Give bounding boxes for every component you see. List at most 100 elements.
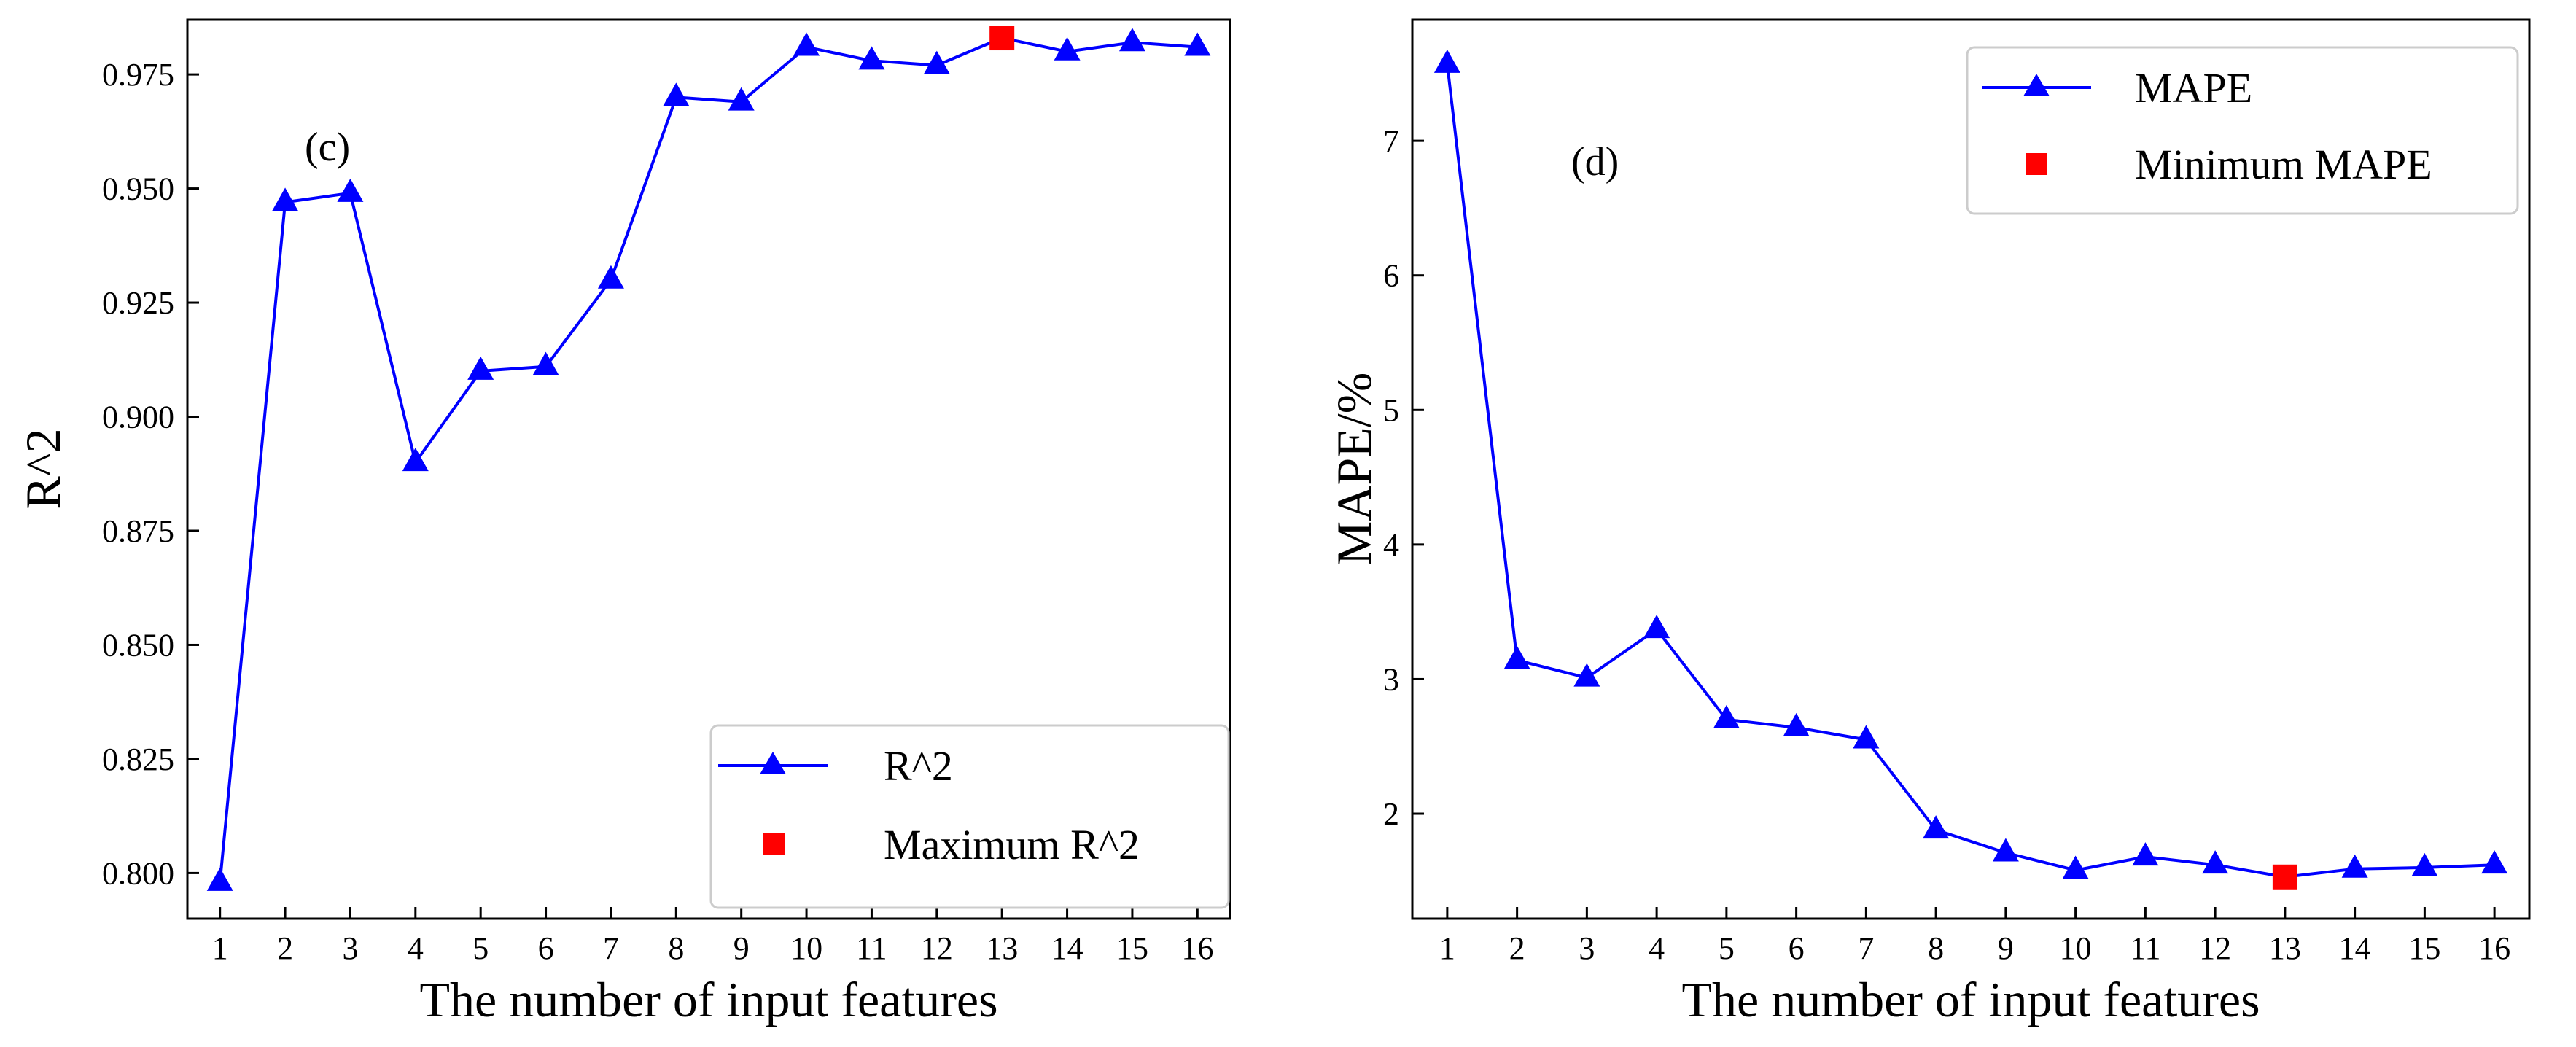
x-tick-label: 8 — [1928, 930, 1944, 966]
y-tick-label: 0.950 — [102, 171, 174, 207]
data-point-marker — [1923, 815, 1950, 839]
x-tick-label: 14 — [2339, 930, 2371, 966]
data-point-marker — [1783, 712, 1810, 736]
data-point-marker — [532, 351, 559, 375]
x-tick-label: 3 — [1579, 930, 1595, 966]
x-tick-label: 1 — [212, 930, 228, 966]
x-tick-label: 1 — [1439, 930, 1455, 966]
legend-square-icon — [763, 833, 785, 855]
data-point-marker — [858, 46, 885, 70]
x-tick-label: 12 — [2199, 930, 2231, 966]
y-axis-label: MAPE/% — [1326, 373, 1382, 565]
highlight-marker — [989, 26, 1015, 51]
legend-highlight-label: Minimum MAPE — [2135, 141, 2432, 188]
x-tick-label: 16 — [1181, 930, 1213, 966]
legend-series-label: MAPE — [2135, 64, 2252, 112]
legend-highlight-label: Maximum R^2 — [884, 821, 1140, 868]
legend-triangle-icon — [760, 752, 786, 774]
y-tick-label: 2 — [1383, 796, 1399, 832]
legend-box — [709, 724, 1230, 909]
legend-series-label: R^2 — [884, 742, 953, 790]
legend: MAPE Minimum MAPE — [1966, 46, 2519, 215]
plot-frame — [1411, 18, 2531, 920]
x-axis-ticks: 1 2 3 4 5 6 7 8 9 10 11 12 13 14 15 16 — [212, 907, 1213, 966]
data-point-marker — [337, 178, 364, 202]
x-axis-label: The number of input features — [419, 972, 997, 1027]
x-tick-label: 11 — [856, 930, 887, 966]
y-tick-label: 7 — [1383, 123, 1399, 159]
y-tick-label: 0.800 — [102, 855, 174, 891]
x-tick-label: 9 — [1998, 930, 2014, 966]
legend-square-icon — [2026, 153, 2047, 175]
x-tick-label: 4 — [1649, 930, 1665, 966]
series-layer — [206, 26, 1211, 891]
data-point-marker — [2411, 852, 2438, 876]
plot-frame — [186, 18, 1231, 920]
legend: R^2 Maximum R^2 — [709, 724, 1230, 909]
x-tick-label: 14 — [1051, 930, 1083, 966]
data-point-marker — [2481, 850, 2508, 874]
y-tick-label: 3 — [1383, 661, 1399, 697]
legend-triangle-icon — [2023, 74, 2050, 96]
x-tick-label: 8 — [668, 930, 684, 966]
data-point-marker — [923, 50, 950, 74]
data-point-marker — [1713, 704, 1740, 728]
y-axis-ticks: 0.800 0.825 0.850 0.875 0.900 0.925 0.950 0.975 — [102, 57, 199, 891]
x-tick-label: 13 — [986, 930, 1018, 966]
y-tick-label: 0.900 — [102, 400, 174, 435]
x-tick-label: 16 — [2478, 930, 2510, 966]
data-point-marker — [2132, 842, 2159, 866]
data-point-marker — [2341, 854, 2368, 878]
series-line — [1445, 63, 2495, 879]
legend-box — [1966, 46, 2519, 215]
y-tick-label: 5 — [1383, 392, 1399, 428]
panel-label: (d) — [1571, 139, 1619, 184]
data-point-marker — [663, 82, 690, 106]
data-point-marker — [467, 356, 494, 380]
x-tick-label: 6 — [1789, 930, 1805, 966]
data-point-marker — [1992, 838, 2019, 862]
x-tick-label: 10 — [2060, 930, 2092, 966]
y-axis-label: R^2 — [15, 428, 71, 509]
x-axis-ticks: 1 2 3 4 5 6 7 8 9 10 11 12 13 14 15 16 — [1439, 907, 2510, 966]
x-tick-label: 11 — [2130, 930, 2160, 966]
data-point-marker — [1503, 645, 1530, 669]
data-point-marker — [1118, 28, 1145, 52]
y-tick-label: 0.825 — [102, 742, 174, 777]
data-point-marker — [272, 187, 299, 211]
data-point-marker — [1433, 49, 1460, 73]
x-tick-label: 9 — [734, 930, 750, 966]
highlight-marker — [2272, 864, 2297, 890]
x-tick-label: 2 — [277, 930, 293, 966]
x-tick-label: 6 — [538, 930, 554, 966]
x-tick-label: 4 — [408, 930, 424, 966]
x-tick-label: 5 — [472, 930, 489, 966]
data-point-marker — [597, 265, 624, 289]
y-tick-label: 0.850 — [102, 627, 174, 663]
data-point-marker — [793, 32, 820, 56]
data-point-marker — [1853, 725, 1880, 749]
x-tick-label: 15 — [1116, 930, 1148, 966]
y-tick-label: 0.975 — [102, 57, 174, 93]
y-tick-label: 6 — [1383, 258, 1399, 294]
x-tick-label: 2 — [1509, 930, 1525, 966]
data-point-marker — [728, 87, 755, 111]
y-axis-ticks: 2 3 4 5 6 7 — [1383, 123, 1424, 832]
y-tick-label: 0.925 — [102, 285, 174, 321]
x-tick-label: 13 — [2269, 930, 2301, 966]
data-point-marker — [206, 867, 233, 891]
data-point-marker — [1573, 663, 1600, 687]
series-layer — [1433, 49, 2508, 890]
x-tick-label: 10 — [790, 930, 822, 966]
y-tick-label: 0.875 — [102, 513, 174, 549]
x-tick-label: 12 — [921, 930, 953, 966]
y-tick-label: 4 — [1383, 527, 1399, 563]
data-point-marker — [2202, 850, 2229, 874]
chart-panel-c: 1 2 3 4 5 6 7 8 9 10 11 12 13 14 15 16 0.8000.8250.8500… — [15, 18, 1231, 1027]
data-point-marker — [1643, 615, 1670, 639]
data-point-marker — [1054, 36, 1081, 61]
data-point-marker — [1184, 32, 1211, 56]
x-tick-label: 15 — [2408, 930, 2440, 966]
